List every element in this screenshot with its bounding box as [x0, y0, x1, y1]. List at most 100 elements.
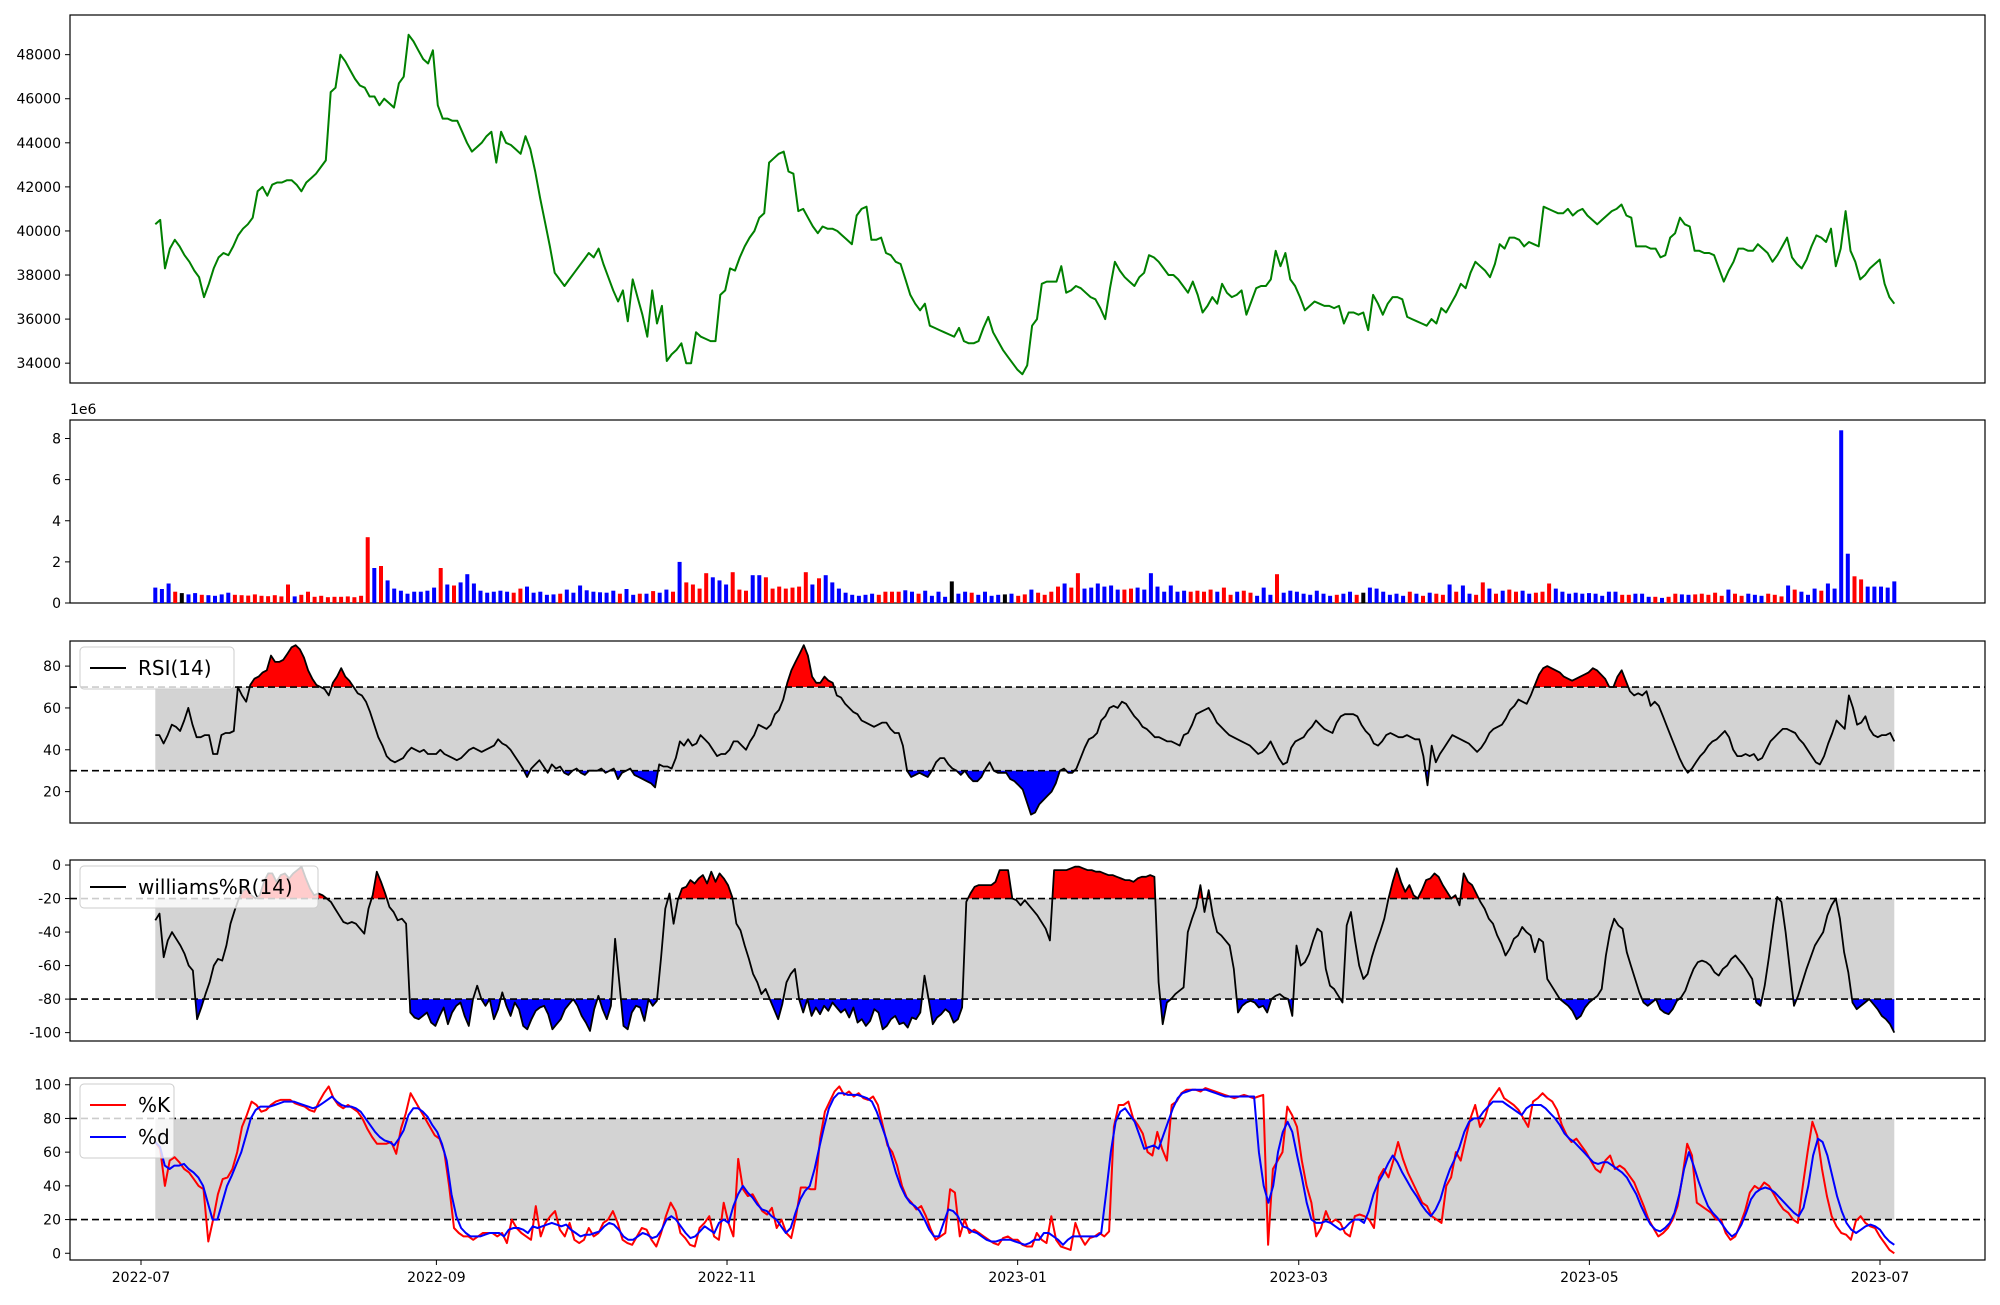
volume-bar: [558, 593, 563, 603]
volume-bar: [1487, 588, 1492, 603]
volume-bar: [398, 590, 403, 603]
volume-bar: [1660, 597, 1664, 603]
volume-bar: [1301, 593, 1306, 603]
volume-bar: [737, 589, 742, 603]
volume-ytick-label: 2: [52, 555, 61, 571]
volume-bar: [1772, 594, 1777, 603]
volume-bar: [1135, 587, 1140, 603]
volume-bar: [1494, 593, 1498, 603]
volume-bar: [1374, 588, 1379, 603]
volume-bar: [418, 591, 423, 603]
wr-frame: [69, 859, 1986, 1042]
volume-bar: [1799, 591, 1804, 603]
volume-bar: [1002, 594, 1007, 603]
volume-bar: [252, 594, 257, 603]
volume-bar: [465, 574, 470, 603]
volume-bar: [1686, 594, 1691, 603]
volume-bar: [936, 591, 941, 603]
volume-bar: [730, 572, 735, 603]
volume-bar: [1839, 430, 1844, 603]
volume-bar: [1427, 592, 1432, 603]
volume-bar: [690, 584, 695, 603]
volume-bar: [551, 594, 556, 603]
rsi-frame: [69, 640, 1986, 824]
volume-bar: [631, 594, 636, 603]
volume-bar: [1281, 592, 1286, 603]
volume-bar: [1792, 589, 1797, 603]
volume-bar: [1328, 595, 1333, 603]
volume-bar: [1746, 593, 1751, 603]
volume-bar: [564, 589, 569, 603]
volume-bar: [1752, 594, 1757, 603]
x-tick-label: 2023-05: [1560, 1270, 1619, 1286]
volume-bar: [452, 585, 456, 603]
volume-bar: [1367, 587, 1372, 603]
volume-bar: [345, 596, 350, 603]
volume-bar: [1248, 592, 1253, 603]
volume-bar: [325, 597, 330, 603]
volume-bar: [1806, 594, 1810, 603]
volume-bar: [876, 594, 881, 603]
volume-bar: [1102, 586, 1107, 603]
volume-bar: [1042, 594, 1047, 603]
volume-bar: [724, 584, 729, 603]
wr-ytick-label: -80: [38, 992, 61, 1008]
volume-bar: [803, 572, 808, 603]
volume-bar: [1699, 593, 1704, 603]
volume-frame: [69, 419, 1986, 604]
volume-bar: [1673, 593, 1678, 603]
volume-bar: [883, 591, 888, 603]
volume-bar: [1162, 591, 1167, 603]
volume-bar: [1268, 594, 1273, 603]
volume-bar: [1553, 588, 1558, 603]
volume-bar: [584, 590, 589, 603]
volume-bar: [319, 595, 324, 603]
x-tick-label: 2023-01: [988, 1270, 1047, 1286]
volume-bar: [657, 592, 662, 603]
volume-bar: [538, 591, 543, 603]
volume-bar: [1440, 594, 1445, 603]
volume-bar: [1175, 591, 1180, 603]
volume-bar: [1646, 596, 1651, 603]
volume-bar: [757, 575, 762, 603]
volume-bar: [1334, 594, 1339, 603]
volume-bar: [624, 589, 629, 603]
price-frame: [69, 14, 1986, 384]
volume-bar: [783, 588, 788, 603]
volume-bar: [1009, 593, 1014, 603]
volume-bar: [226, 592, 231, 603]
volume-bar: [1049, 591, 1054, 603]
volume-bar: [1354, 594, 1359, 603]
volume-bar: [651, 591, 656, 603]
rsi-ytick-label: 80: [43, 659, 61, 675]
price-ytick-label: 44000: [16, 136, 61, 152]
volume-bar: [1606, 591, 1611, 603]
volume-bar: [1294, 591, 1299, 603]
x-tick-label: 2023-07: [1851, 1270, 1910, 1286]
stoch-ytick-label: 80: [43, 1111, 61, 1127]
volume-bar: [199, 594, 204, 603]
volume-bar: [153, 587, 158, 603]
stoch-ytick-label: 20: [43, 1213, 61, 1229]
volume-bar: [797, 586, 802, 603]
volume-bar: [1852, 576, 1857, 603]
volume-bar: [750, 575, 755, 603]
volume-bar: [1540, 591, 1545, 603]
volume-bar: [1288, 590, 1293, 603]
volume-bar: [1195, 590, 1200, 603]
x-tick-label: 2022-09: [407, 1270, 466, 1286]
volume-bar: [890, 591, 894, 603]
volume-bar: [697, 588, 702, 603]
volume-bar: [983, 591, 987, 603]
volume-bar: [306, 591, 310, 603]
volume-bar: [1454, 591, 1459, 603]
volume-bar: [1560, 591, 1565, 603]
wr-legend-box: [79, 865, 319, 909]
volume-bar: [1082, 588, 1087, 603]
volume-bar: [763, 577, 768, 603]
volume-bar: [1036, 592, 1041, 603]
volume-bar: [916, 593, 921, 603]
volume-bar: [1109, 585, 1114, 603]
volume-ytick-label: 8: [52, 432, 61, 448]
